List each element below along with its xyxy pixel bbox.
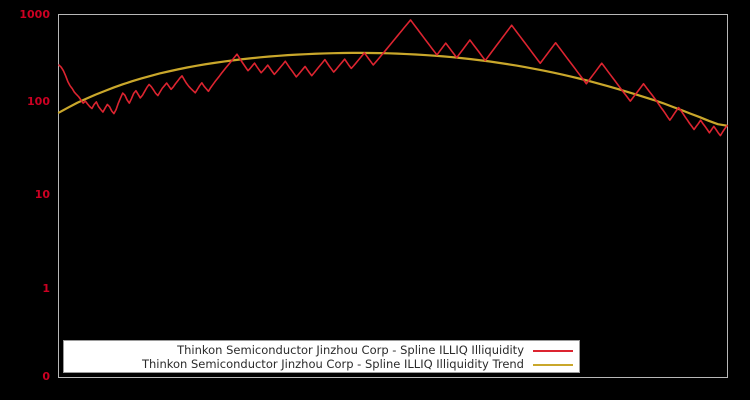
y-axis-tick-1: 1 — [42, 282, 50, 295]
plot-frame-border — [58, 14, 728, 378]
y-axis-tick-10: 10 — [34, 188, 50, 201]
chart-legend[interactable]: Thinkon Semiconductor Jinzhou Corp - Spl… — [63, 340, 580, 373]
legend-label-illiquidity: Thinkon Semiconductor Jinzhou Corp - Spl… — [177, 343, 524, 357]
legend-swatch-illiquidity-trend — [533, 363, 573, 366]
y-axis-tick-1000: 1000 — [19, 8, 50, 21]
legend-swatch-illiquidity — [533, 349, 573, 352]
illiquidity-line-series — [58, 19, 728, 137]
y-axis-tick-0: 0 — [42, 370, 50, 383]
legend-label-illiquidity-trend: Thinkon Semiconductor Jinzhou Corp - Spl… — [141, 357, 524, 371]
legend-entry-illiquidity-trend[interactable]: Thinkon Semiconductor Jinzhou Corp - Spl… — [142, 357, 575, 372]
legend-entry-illiquidity[interactable]: Thinkon Semiconductor Jinzhou Corp - Spl… — [177, 343, 575, 358]
trend-line-series — [57, 51, 729, 127]
y-axis-tick-100: 100 — [27, 95, 50, 108]
